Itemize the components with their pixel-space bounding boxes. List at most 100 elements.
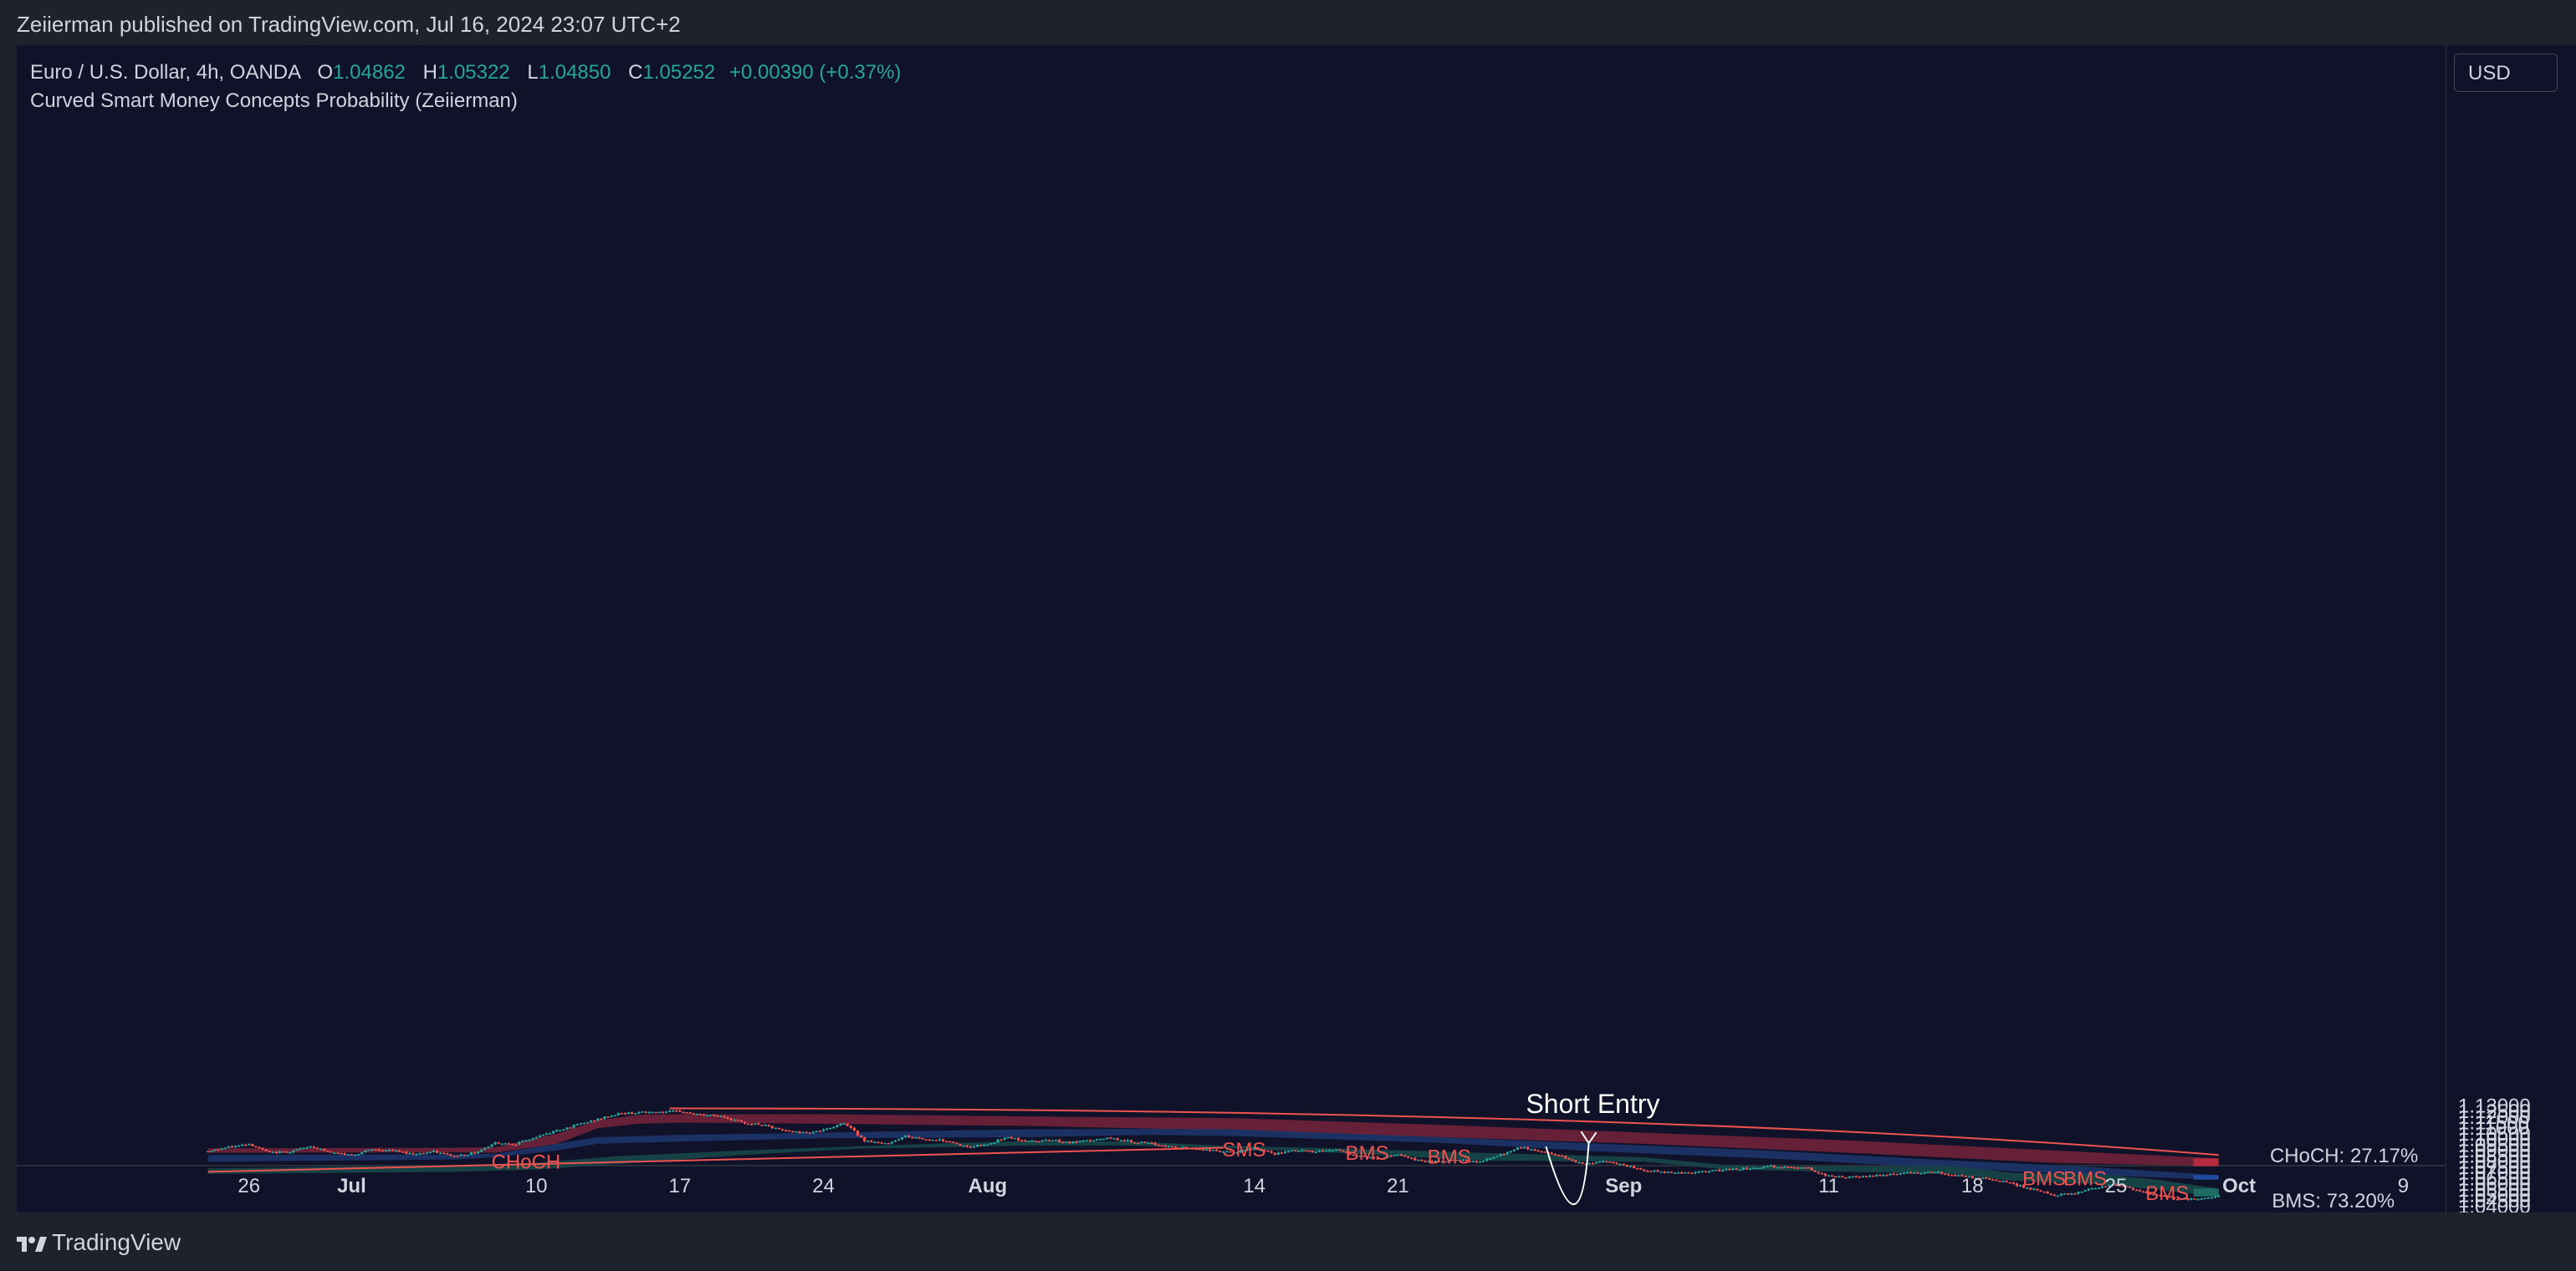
candle-body	[1475, 1161, 1479, 1163]
tradingview-logo-icon	[17, 1236, 47, 1252]
candle-body	[866, 1141, 870, 1142]
candle-body	[1335, 1149, 1338, 1151]
candle-body	[531, 1138, 534, 1141]
candle-body	[1386, 1156, 1389, 1158]
candle-body	[692, 1113, 695, 1115]
x-tick-label: 18	[1961, 1175, 1984, 1197]
candle-body	[1434, 1161, 1438, 1163]
candle-body	[736, 1120, 739, 1121]
candle-body	[921, 1138, 924, 1140]
candle-body	[2046, 1192, 2049, 1194]
candle-body	[999, 1139, 1003, 1141]
candle-body	[880, 1142, 883, 1144]
candle-body	[1389, 1156, 1393, 1157]
candle-body	[1991, 1179, 1995, 1182]
candle-body	[2121, 1185, 2124, 1187]
candle-body	[1369, 1156, 1372, 1159]
candle-body	[514, 1144, 518, 1146]
x-tick-label: Jul	[337, 1175, 366, 1197]
candle-body	[993, 1142, 996, 1144]
candle-body	[1895, 1173, 1899, 1176]
candle-body	[1690, 1172, 1694, 1174]
candle-body	[1250, 1148, 1253, 1151]
candle-body	[1225, 1151, 1229, 1153]
candle-body	[955, 1142, 958, 1145]
chart-area[interactable]: SMS BMS BMS CHoCH BMS BMS BMS CHoCH: 27.17% BMS:…	[17, 45, 2446, 1212]
candle-body	[1304, 1150, 1307, 1152]
candle-body	[497, 1142, 500, 1144]
candle-body	[1848, 1176, 1851, 1178]
candle-body	[739, 1120, 744, 1122]
candle-body	[456, 1156, 459, 1157]
candle-body	[1040, 1140, 1044, 1142]
candle-body	[934, 1140, 938, 1141]
candle-body	[1352, 1154, 1355, 1156]
candle-body	[1766, 1166, 1769, 1168]
candle-body	[1150, 1142, 1153, 1145]
candle-body	[1024, 1140, 1027, 1142]
candle-body	[989, 1143, 993, 1145]
y-tick-label: 1.12500	[2458, 1100, 2531, 1123]
candle-body	[695, 1114, 698, 1115]
candle-body	[220, 1148, 223, 1151]
candle-body	[1171, 1146, 1174, 1148]
x-tick-label: 25	[2105, 1175, 2128, 1197]
indicator-title[interactable]: Curved Smart Money Concepts Probability …	[30, 89, 518, 112]
candle-body	[593, 1120, 596, 1122]
candle-body	[887, 1142, 890, 1145]
candle-body	[1923, 1172, 1926, 1175]
candle-body	[842, 1123, 846, 1126]
open-label: O	[317, 61, 334, 84]
candle-body	[2036, 1188, 2039, 1191]
candle-body	[1680, 1172, 1684, 1174]
tradingview-brand[interactable]: TradingView	[17, 1229, 181, 1256]
currency-selector[interactable]: USD	[2454, 54, 2558, 92]
candle-body	[1178, 1147, 1181, 1149]
candle-body	[360, 1152, 364, 1155]
candle-body	[1167, 1146, 1171, 1148]
candle-body	[698, 1114, 703, 1115]
candle-body	[579, 1123, 582, 1125]
x-tick-label: 24	[812, 1175, 835, 1197]
candle-body	[1362, 1156, 1366, 1157]
candle-body	[381, 1150, 384, 1151]
candle-body	[1745, 1167, 1749, 1170]
candle-body	[401, 1151, 405, 1153]
candle-body	[2063, 1193, 2067, 1195]
candle-body	[1448, 1159, 1451, 1162]
candle-body	[1009, 1136, 1014, 1139]
candle-body	[1550, 1152, 1554, 1155]
band-green-end	[2193, 1188, 2219, 1197]
y-tick-label: 1.06500	[2458, 1167, 2531, 1190]
candle-body	[1081, 1140, 1085, 1142]
candle-body	[1358, 1156, 1362, 1157]
candle-body	[1878, 1174, 1882, 1177]
candle-body	[483, 1148, 487, 1150]
candle-body	[346, 1154, 350, 1156]
candle-body	[264, 1149, 268, 1151]
candle-body	[282, 1151, 285, 1153]
candle-body	[340, 1153, 343, 1155]
candle-body	[606, 1116, 610, 1118]
candle-body	[305, 1147, 309, 1149]
candle-body	[1731, 1168, 1735, 1171]
candle-body	[2001, 1181, 2005, 1182]
candle-body	[705, 1115, 709, 1117]
price-axis[interactable]: 1.13000 1.12500 1.12000 1.11500 1.11000 1.105…	[2446, 45, 2576, 1212]
candle-body	[1988, 1178, 1991, 1180]
candle-body	[422, 1152, 425, 1155]
candle-body	[1858, 1177, 1861, 1178]
candle-body	[2097, 1187, 2101, 1190]
candle-body	[1129, 1140, 1133, 1143]
symbol-title[interactable]: Euro / U.S. Dollar, 4h, OANDA	[30, 61, 300, 84]
candle-body	[1977, 1177, 1981, 1179]
candle-body	[1287, 1151, 1291, 1152]
candle-body	[1297, 1151, 1301, 1152]
close-label: C	[628, 61, 643, 84]
candle-body	[2217, 1195, 2221, 1197]
candle-body	[565, 1127, 569, 1130]
candle-body	[1882, 1175, 1885, 1177]
candle-body	[1321, 1150, 1325, 1152]
candle-body	[682, 1111, 685, 1114]
